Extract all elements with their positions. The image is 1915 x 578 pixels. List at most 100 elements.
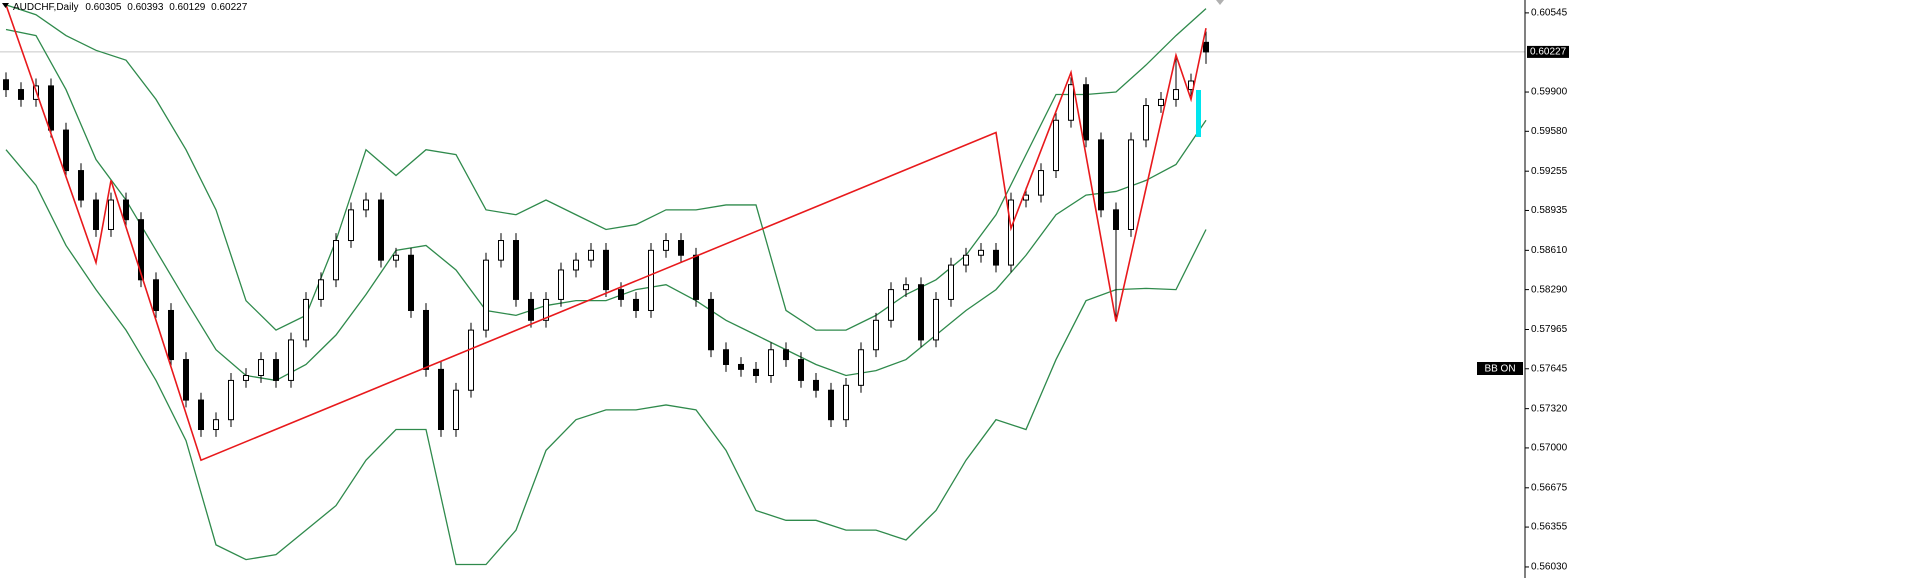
candle-body [618,289,624,300]
candle-body [183,359,189,401]
candle-body [948,264,954,300]
candle-body [288,339,294,381]
candle-body [273,359,279,381]
candle-body [78,170,84,201]
candle-body [678,240,684,256]
candle-body [48,85,54,131]
candle-body [888,289,894,321]
y-tick-label: 0.58935 [1531,205,1568,216]
candle-body [588,249,594,261]
candle-body [468,329,474,391]
symbol-label: AUDCHF,Daily [13,2,79,13]
candle-body [798,359,804,381]
candle-body [258,359,264,377]
candle-body [1083,84,1089,141]
bollinger-lower [5,149,1207,566]
candle-body [573,259,579,271]
candle-body [498,240,504,261]
candle-body [348,209,354,242]
candle-body [723,349,729,365]
y-tick-label: 0.57645 [1531,363,1568,374]
signal-bar [1196,90,1201,137]
candle-body [1008,199,1014,266]
candle-body [393,254,399,261]
shift-marker [1216,0,1224,5]
candle-body [3,79,9,91]
candle-body [228,379,234,421]
candle-body [963,254,969,266]
candle-body [753,368,759,377]
candle-body [1068,84,1074,121]
candle-body [663,240,669,251]
candle-body [363,199,369,211]
candle-body [438,368,444,431]
y-tick-label: 0.57320 [1531,403,1568,414]
candle-body [843,384,849,421]
bb-button[interactable] [1477,362,1523,375]
y-tick-label: 0.56355 [1531,522,1568,533]
candle-body [873,319,879,351]
candle-body [993,249,999,266]
candle-body [783,349,789,361]
candle-body [453,389,459,431]
candle-body [378,199,384,261]
chart-header: AUDCHF,Daily 0.60305 0.60393 0.60129 0.6… [13,2,248,13]
candle-body [1038,170,1044,196]
y-tick-label: 0.58290 [1531,284,1568,295]
candle-body [918,284,924,341]
candle-body [93,199,99,230]
header-low: 0.60129 [169,2,206,13]
candle-body [108,199,114,230]
current-price-box [1527,45,1569,58]
candle-body [828,389,834,421]
candle-body [648,249,654,311]
plot-area [0,4,1525,566]
y-tick-label: 0.59580 [1531,126,1568,137]
candle-body [243,375,249,381]
candle-body [513,240,519,300]
y-tick-label: 0.59255 [1531,166,1568,177]
candle-body [603,249,609,291]
candle-body [198,399,204,431]
candle-body [303,298,309,341]
candle-body [858,349,864,386]
candle-body [738,363,744,370]
candle-body [1158,98,1164,107]
candle-body [18,89,24,100]
candle-body [1143,105,1149,141]
candle-body [708,298,714,351]
candle-body [423,309,429,370]
symbol-menu-icon[interactable] [2,3,9,8]
current-price-label: 0.60227 [1530,47,1567,58]
candle-body [1173,89,1179,100]
header-close: 0.60227 [211,2,248,13]
candle-body [633,298,639,311]
candle-body [213,419,219,431]
candle-body [1098,139,1104,211]
bb-button-label[interactable]: BB ON [1484,364,1515,375]
bollinger-middle [5,28,1207,382]
candle-body [543,298,549,321]
candle-body [693,254,699,300]
candle-body [153,279,159,311]
y-tick-label: 0.60545 [1531,8,1568,19]
y-tick-label: 0.56675 [1531,482,1568,493]
candle-body [123,199,129,221]
y-tick-label: 0.56030 [1531,562,1568,573]
candle-body [1128,139,1134,230]
candle-body [1113,209,1119,230]
candle-body [408,254,414,311]
candle-body [318,279,324,300]
candle-body [558,269,564,300]
header-open: 0.60305 [85,2,122,13]
y-tick-label: 0.58610 [1531,245,1568,256]
candle-body [978,249,984,256]
candle-body [333,240,339,281]
candle-body [483,259,489,331]
y-tick-label: 0.59900 [1531,87,1568,98]
candle-body [528,298,534,321]
header-high: 0.60393 [127,2,164,13]
candle-body [1203,41,1209,53]
